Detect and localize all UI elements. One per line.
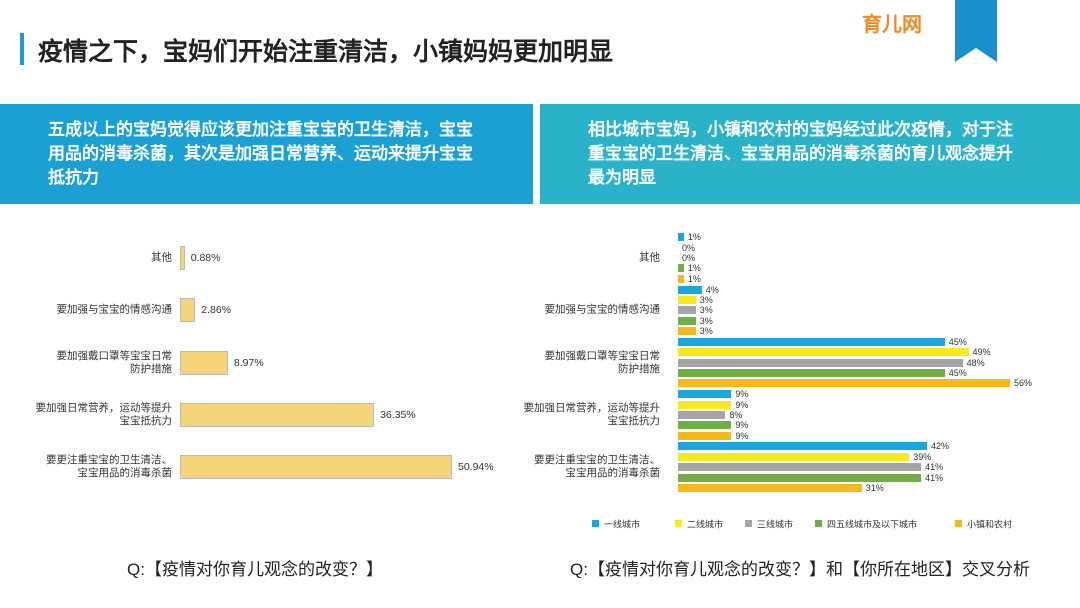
value-label: 0%	[682, 253, 696, 263]
bar	[180, 246, 185, 270]
value-label: 2.86%	[201, 304, 232, 317]
value-label: 1%	[687, 263, 701, 274]
value-label: 8%	[729, 409, 743, 420]
slide-title: 疫情之下，宝妈们开始注重清洁，小镇妈妈更加明显	[38, 38, 614, 66]
value-label: 41%	[925, 472, 944, 483]
logo-ribbon	[955, 0, 997, 62]
value-label: 3%	[699, 326, 713, 337]
bar	[678, 452, 910, 461]
legend-swatch	[675, 520, 682, 527]
value-label: 1%	[687, 273, 701, 284]
legend-label: 四五线城市及以下城市	[827, 519, 918, 530]
bar	[678, 379, 1010, 388]
y-tick-label: 要加强与宝宝的情感沟通	[56, 303, 173, 316]
logo: 育儿网	[862, 14, 922, 36]
bar	[180, 298, 196, 323]
bar	[678, 327, 696, 336]
bar	[678, 400, 732, 409]
bar	[678, 484, 862, 492]
bar	[678, 274, 684, 283]
question: Q:【疫情对你育儿观念的改变？】和【你所在地区】交叉分析	[570, 560, 1030, 579]
bar	[678, 285, 702, 294]
value-label: 8.97%	[233, 356, 264, 369]
value-label: 48%	[966, 357, 985, 368]
value-label: 31%	[865, 483, 884, 493]
right-panel	[540, 104, 1080, 204]
y-tick-label: 要加强戴口罩等宝宝日常 防护措施	[56, 349, 173, 375]
left-panel	[0, 104, 533, 204]
bar	[678, 233, 684, 242]
panel-text: 五成以上的宝妈觉得应该更加注重宝宝的卫生清洁，宝宝用品的消毒杀菌，其次是加强日常…	[48, 120, 473, 187]
y-tick-label: 要加强日常营养，运动等提升 宝宝抵抗力	[35, 401, 173, 427]
bar	[678, 473, 922, 482]
bar	[678, 337, 945, 346]
legend-swatch	[592, 520, 599, 527]
legend-label: 二线城市	[687, 519, 724, 530]
bar	[180, 455, 452, 480]
bar	[180, 350, 228, 375]
value-label: 0%	[682, 242, 696, 253]
bar	[678, 410, 726, 419]
y-tick-label: 要更注重宝宝的卫生清洁、 宝宝用品的消毒杀菌	[46, 454, 172, 480]
panel-text: 相比城市宝妈，小镇和农村的宝妈经过此次疫情，对于注重宝宝的卫生清洁、宝宝用品的消…	[588, 120, 1013, 187]
legend-label: 小镇和农村	[967, 519, 1013, 530]
value-label: 9%	[735, 420, 749, 431]
question: Q:【疫情对你育儿观念的改变？】	[127, 560, 383, 579]
y-tick-label: 要加强日常营养，运动等提升 宝宝抵抗力	[523, 401, 661, 427]
value-label: 3%	[699, 294, 713, 305]
y-tick-label: 要加强与宝宝的情感沟通	[544, 303, 661, 316]
value-label: 36.35%	[380, 408, 416, 421]
bar	[678, 306, 696, 315]
value-label: 9%	[735, 389, 749, 400]
value-label: 9%	[735, 399, 749, 410]
bar	[678, 463, 922, 472]
bar	[678, 390, 732, 399]
bar	[678, 264, 684, 273]
value-label: 41%	[925, 462, 944, 473]
legend-swatch	[815, 520, 822, 527]
legend-swatch	[745, 520, 752, 527]
bar	[678, 295, 696, 304]
title-accent	[20, 33, 24, 65]
bar	[180, 402, 375, 427]
y-tick-label: 其他	[151, 251, 172, 264]
y-tick-label: 要加强戴口罩等宝宝日常 防护措施	[544, 349, 661, 375]
legend-label: 三线城市	[757, 519, 794, 530]
bar	[678, 316, 696, 325]
value-label: 45%	[948, 368, 967, 378]
value-label: 49%	[972, 347, 991, 358]
bar	[678, 369, 945, 377]
y-tick-label: 要更注重宝宝的卫生清洁、 宝宝用品的消毒杀菌	[534, 454, 660, 480]
value-label: 3%	[699, 305, 713, 316]
bar	[678, 348, 969, 357]
bar	[678, 421, 732, 430]
value-label: 0.88%	[190, 252, 221, 264]
legend-label: 一线城市	[604, 519, 641, 530]
y-tick-label: 其他	[639, 251, 660, 264]
value-label: 50.94%	[458, 461, 494, 474]
value-label: 39%	[913, 451, 932, 462]
bar	[678, 442, 927, 451]
value-label: 3%	[699, 315, 713, 326]
value-label: 4%	[705, 284, 719, 295]
value-label: 9%	[735, 430, 749, 441]
bar	[678, 431, 732, 440]
value-label: 42%	[931, 441, 950, 452]
legend-swatch	[955, 520, 962, 527]
value-label: 1%	[687, 232, 701, 243]
value-label: 56%	[1014, 378, 1033, 389]
value-label: 45%	[948, 336, 967, 347]
bar	[678, 358, 963, 367]
